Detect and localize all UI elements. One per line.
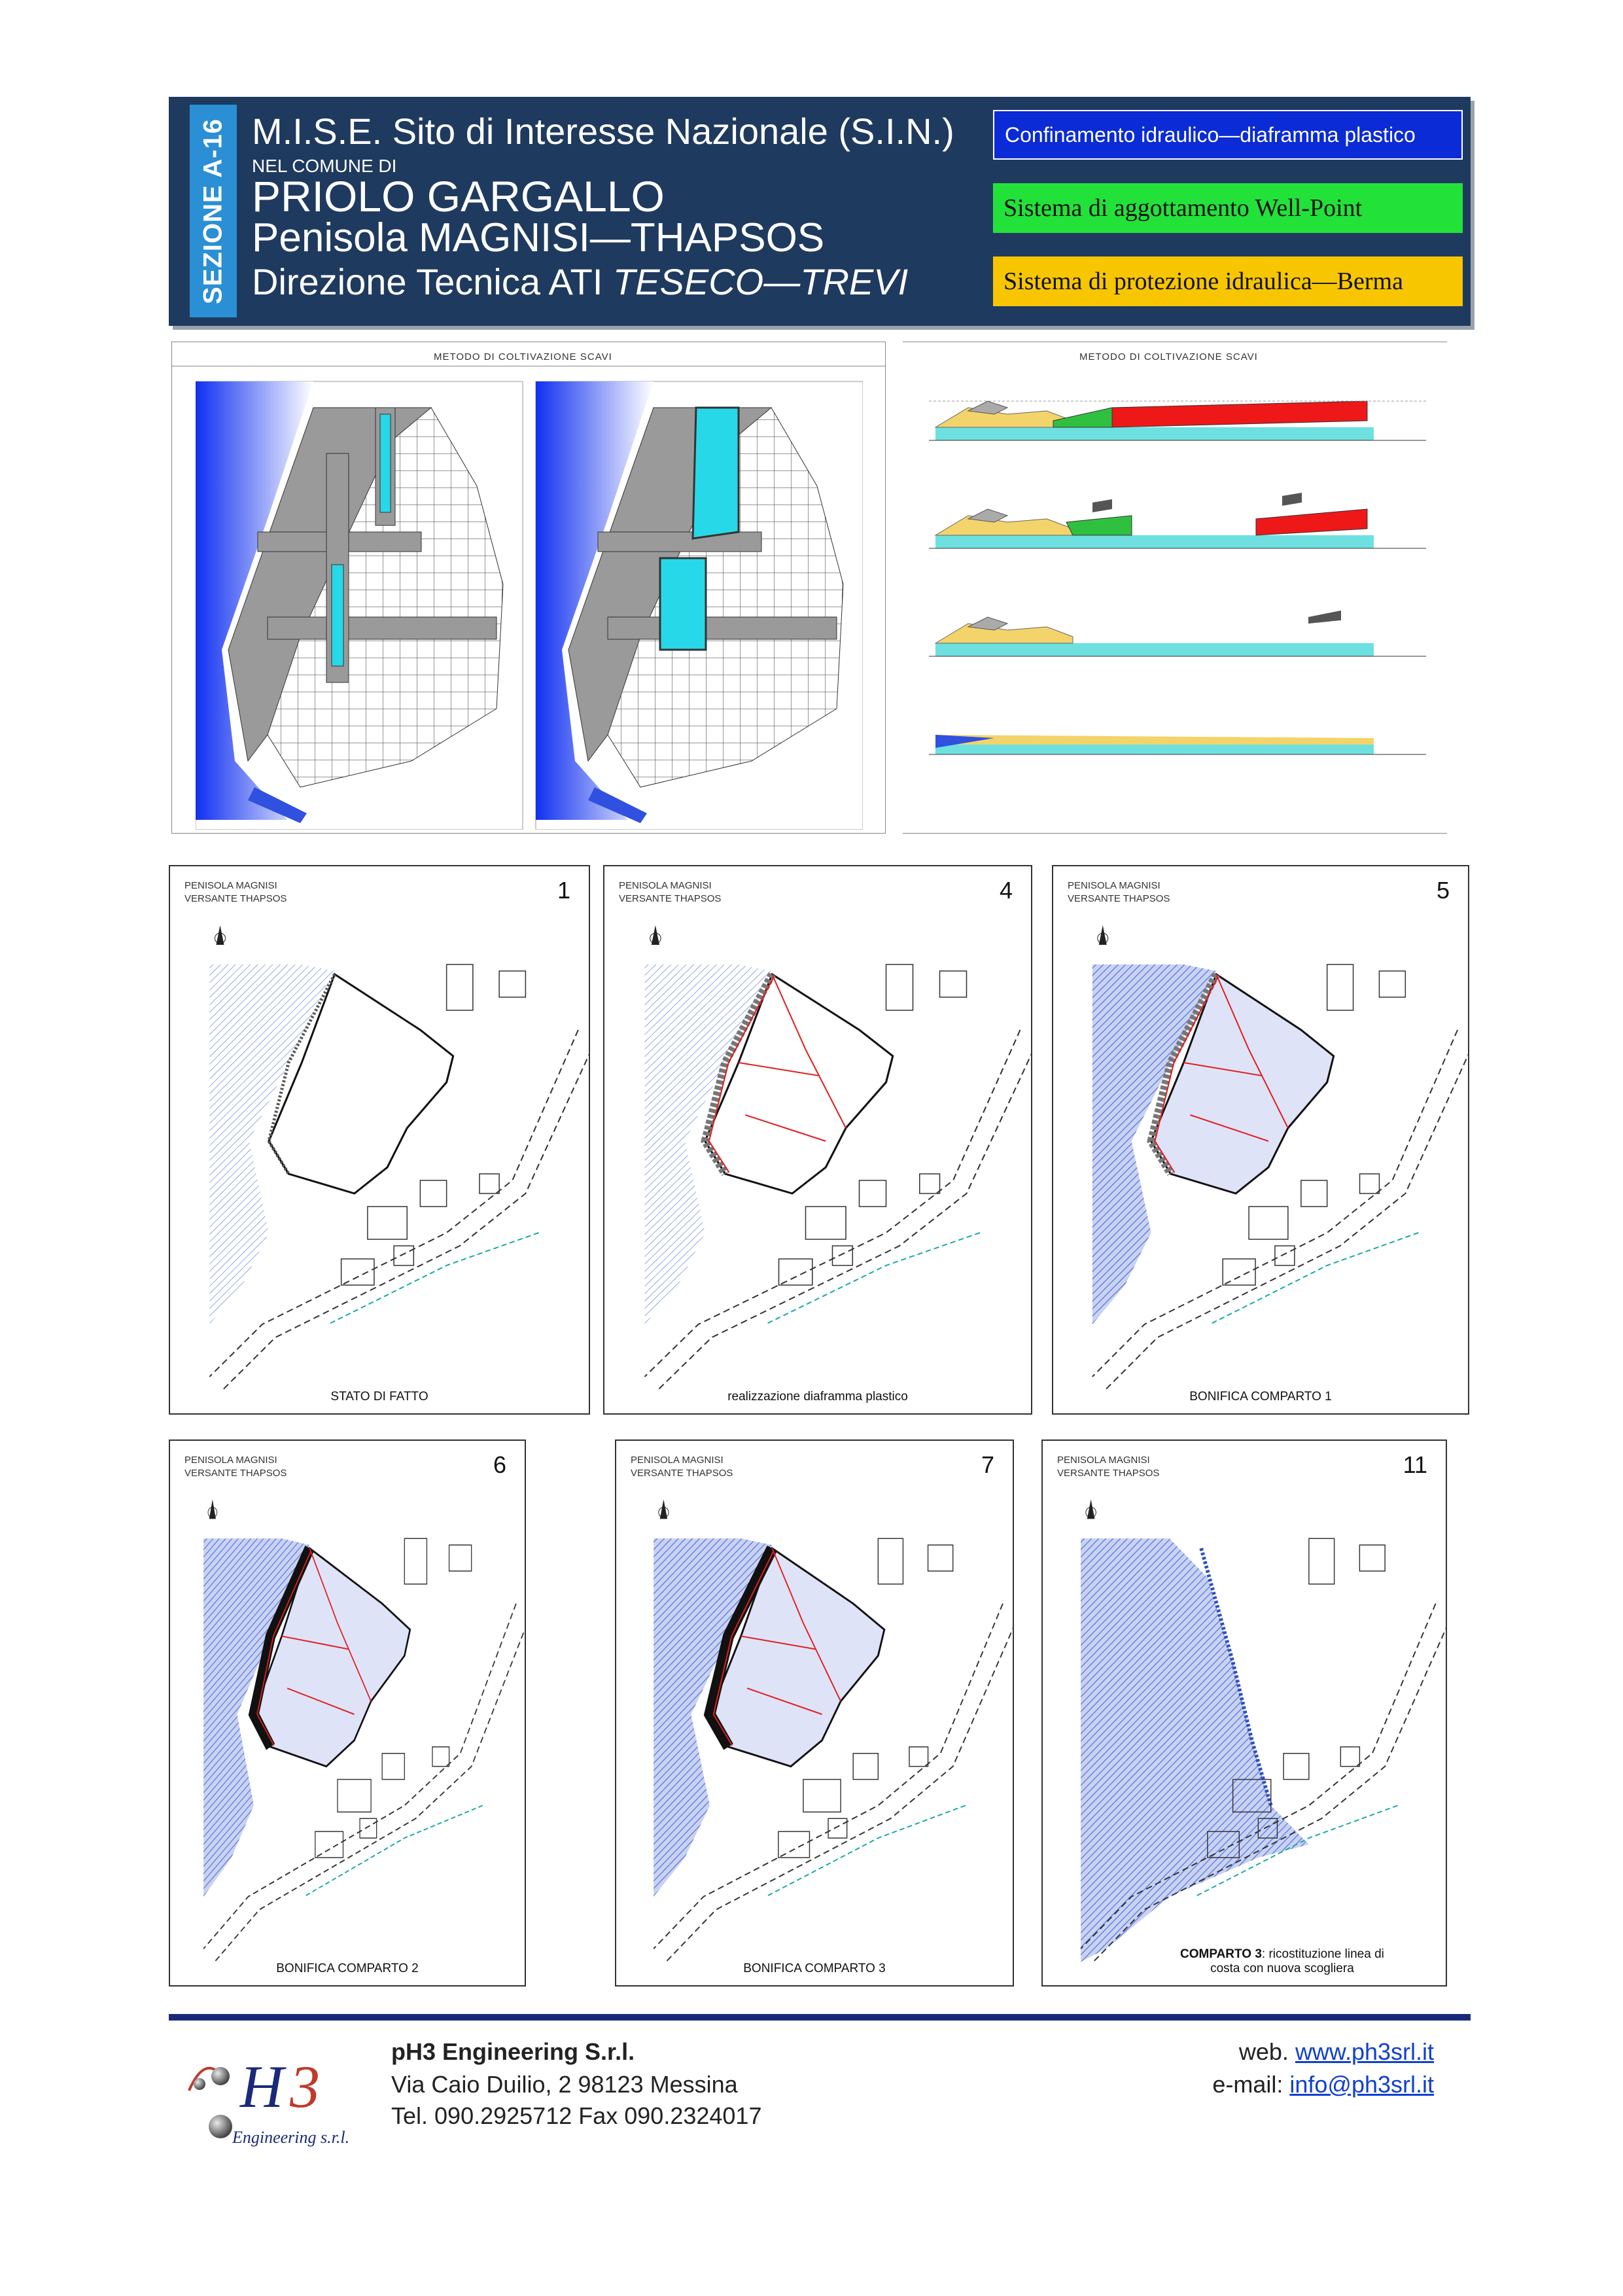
header-municipality: PRIOLO GARGALLO [252, 172, 665, 221]
web-line: web. www.ph3srl.it [1238, 2038, 1434, 2065]
map-panel-7: PENISOLA MAGNISI VERSANTE THAPSOS 7 BONIFI… [615, 1439, 1014, 1987]
map-number: 6 [493, 1451, 506, 1478]
section-label: SEZIONE A-16 [198, 118, 228, 304]
map-caption-bold: COMPARTO 3 [1180, 1947, 1262, 1961]
sections-figure-title: METODO DI COLTIVAZIONE SCAVI [1079, 351, 1258, 362]
section-1 [929, 400, 1426, 441]
map-header: PENISOLA MAGNISI VERSANTE THAPSOS [619, 880, 722, 904]
map-header: PENISOLA MAGNISI VERSANTE THAPSOS [184, 1455, 287, 1479]
section-3 [929, 610, 1426, 657]
map-caption-rest: : ricostituzione linea di costa con nuov… [1210, 1947, 1384, 1975]
map-number: 1 [557, 877, 570, 904]
map-panel-6: PENISOLA MAGNISI VERSANTE THAPSOS 6 BONIFI… [169, 1439, 526, 1987]
company-phone: Tel. 090.2925712 Fax 090.2324017 [391, 2102, 762, 2129]
plan-right [535, 381, 863, 830]
svg-text:H: H [239, 2053, 287, 2120]
map-number: 5 [1436, 877, 1450, 904]
map-caption: COMPARTO 3: ricostituzione linea di cost… [1180, 1947, 1384, 1976]
map-drawing [653, 1499, 1013, 1962]
map-caption: BONIFICA COMPARTO 2 [276, 1962, 419, 1975]
footer-rule [169, 2014, 1471, 2021]
map-number: 4 [999, 877, 1013, 904]
map-number: 11 [1403, 1451, 1427, 1478]
web-link[interactable]: www.ph3srl.it [1295, 2038, 1434, 2065]
map-panel-1: PENISOLA MAGNISI VERSANTE THAPSOS 1 STATO … [169, 865, 590, 1415]
map-drawing [1080, 1499, 1446, 1962]
company-logo: H 3 Engineering s.r.l. [188, 2053, 349, 2147]
map-caption: BONIFICA COMPARTO 3 [743, 1962, 886, 1975]
map-caption: BONIFICA COMPARTO 1 [1189, 1390, 1332, 1404]
legend-berma: Sistema di protezione idraulica—Berma [993, 256, 1463, 306]
map-header: PENISOLA MAGNISI VERSANTE THAPSOS [1057, 1455, 1160, 1479]
plan-drawing [196, 381, 863, 830]
plan-left [196, 381, 523, 830]
company-name: pH3 Engineering S.r.l. [391, 2038, 635, 2065]
header-direction-emph: TESECO—TREVI [612, 261, 909, 302]
header-subtitle: NEL COMUNE DI [252, 156, 397, 176]
map-drawing [1092, 925, 1468, 1390]
company-address: Via Caio Duilio, 2 98123 Messina [391, 2071, 738, 2098]
map-panel-4: PENISOLA MAGNISI VERSANTE THAPSOS 4 realiz… [603, 865, 1032, 1415]
legend-well-point: Sistema di aggottamento Well-Point [993, 183, 1463, 233]
map-header: PENISOLA MAGNISI VERSANTE THAPSOS [631, 1455, 733, 1479]
map-panel-5: PENISOLA MAGNISI VERSANTE THAPSOS 5 BONIFI… [1052, 865, 1469, 1415]
svg-text:3: 3 [289, 2053, 320, 2120]
map-panel-11: PENISOLA MAGNISI VERSANTE THAPSOS 11 COMPA… [1041, 1439, 1447, 1987]
map-drawing [209, 925, 589, 1390]
map-caption: realizzazione diaframma plastico [727, 1390, 908, 1404]
header-site: Penisola MAGNISI—THAPSOS [252, 215, 825, 260]
section-4 [929, 735, 1426, 755]
legend-diaframma: Confinamento idraulico—diaframma plastic… [993, 110, 1463, 160]
map-drawing [644, 925, 1031, 1390]
sections-figure: METODO DI COLTIVAZIONE SCAVI [903, 342, 1447, 834]
sections-drawing [929, 400, 1426, 755]
map-caption: STATO DI FATTO [330, 1390, 428, 1404]
map-header: PENISOLA MAGNISI VERSANTE THAPSOS [1068, 880, 1170, 904]
section-2 [929, 493, 1426, 549]
section-tab: SEZIONE A-16 [190, 105, 237, 317]
map-number: 7 [981, 1451, 994, 1478]
header-direction: Direzione Tecnica ATI TESECO—TREVI [252, 261, 909, 302]
email-link[interactable]: info@ph3srl.it [1289, 2071, 1434, 2098]
logo-tagline: Engineering s.r.l. [232, 2128, 349, 2147]
header-title: M.I.S.E. Sito di Interesse Nazionale (S.… [252, 111, 954, 152]
map-header: PENISOLA MAGNISI VERSANTE THAPSOS [184, 880, 287, 904]
email-line: e-mail: info@ph3srl.it [1212, 2071, 1434, 2098]
plan-figure-title: METODO DI COLTIVAZIONE SCAVI [434, 351, 612, 362]
map-drawing [203, 1499, 525, 1962]
plan-figure: METODO DI COLTIVAZIONE SCAVI [171, 342, 886, 834]
